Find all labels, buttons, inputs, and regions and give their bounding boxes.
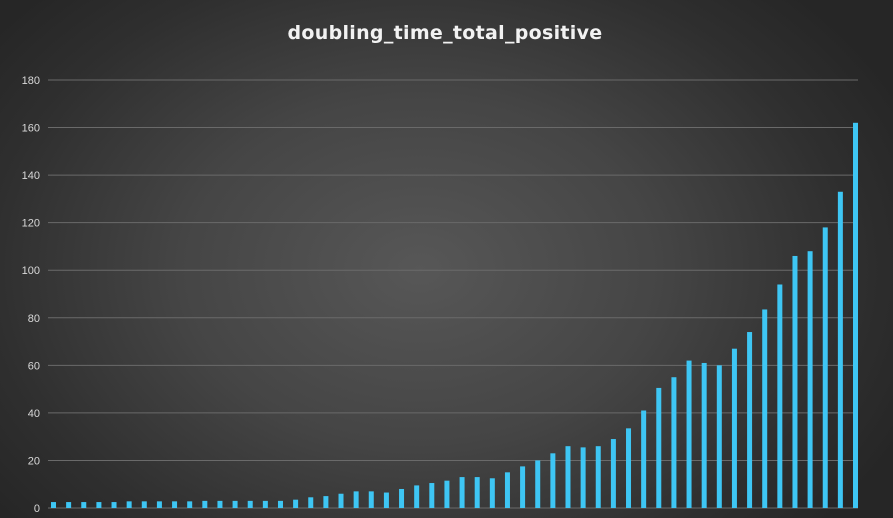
bar xyxy=(383,492,389,508)
bar xyxy=(96,502,102,508)
y-tick-label: 40 xyxy=(28,408,40,420)
bar xyxy=(520,466,526,508)
bar xyxy=(580,447,586,508)
bar xyxy=(126,501,132,508)
bar xyxy=(51,502,56,508)
bar xyxy=(202,500,208,508)
bar xyxy=(610,439,616,508)
bar xyxy=(686,360,692,508)
bar xyxy=(277,500,283,508)
bar xyxy=(172,501,178,508)
y-tick-label: 140 xyxy=(22,170,40,182)
bar xyxy=(111,502,117,508)
bar xyxy=(459,477,465,508)
bar xyxy=(822,227,828,509)
bar xyxy=(217,500,223,508)
bar xyxy=(716,365,722,508)
bar xyxy=(308,497,314,508)
bar xyxy=(504,472,510,508)
bar xyxy=(792,255,798,508)
y-tick-label: 60 xyxy=(28,360,40,372)
y-tick-label: 20 xyxy=(28,455,40,467)
bar xyxy=(187,501,193,508)
y-tick-label: 180 xyxy=(22,75,40,87)
bar-series xyxy=(51,122,858,509)
bar xyxy=(141,501,147,508)
bar xyxy=(429,483,435,508)
bar xyxy=(399,488,405,508)
y-tick-label: 0 xyxy=(34,503,40,515)
bar xyxy=(414,485,420,508)
bar xyxy=(626,428,632,508)
y-tick-label: 80 xyxy=(28,313,40,325)
bar xyxy=(353,491,359,508)
bar xyxy=(444,480,450,508)
gridlines xyxy=(48,79,858,509)
bar xyxy=(807,251,813,508)
bar xyxy=(232,500,238,508)
bar xyxy=(368,491,374,508)
bar xyxy=(747,332,753,508)
y-tick-label: 120 xyxy=(22,218,40,230)
bar xyxy=(701,362,707,508)
bar xyxy=(489,478,495,508)
y-tick-label: 160 xyxy=(22,123,40,135)
bar xyxy=(731,348,737,508)
bar xyxy=(535,460,541,508)
bar xyxy=(156,501,162,508)
bar xyxy=(293,499,299,508)
bar xyxy=(671,377,677,508)
bar xyxy=(338,493,344,508)
bar xyxy=(656,387,662,508)
chart-title: doubling_time_total_positive xyxy=(287,22,602,44)
bar xyxy=(762,309,768,508)
bar xyxy=(641,410,647,508)
bar xyxy=(323,496,329,508)
bar xyxy=(262,500,268,508)
bar xyxy=(777,284,783,508)
bar xyxy=(66,502,72,508)
bar xyxy=(81,502,87,508)
bar xyxy=(595,446,601,508)
bar xyxy=(837,191,843,508)
bar xyxy=(474,477,480,508)
bar xyxy=(550,453,556,508)
y-axis-ticks: 0 20 40 60 80 100 120 140 160 180 xyxy=(22,75,40,515)
bar xyxy=(247,500,253,508)
bar xyxy=(853,122,858,509)
bar xyxy=(565,446,571,508)
y-tick-label: 100 xyxy=(22,265,40,277)
